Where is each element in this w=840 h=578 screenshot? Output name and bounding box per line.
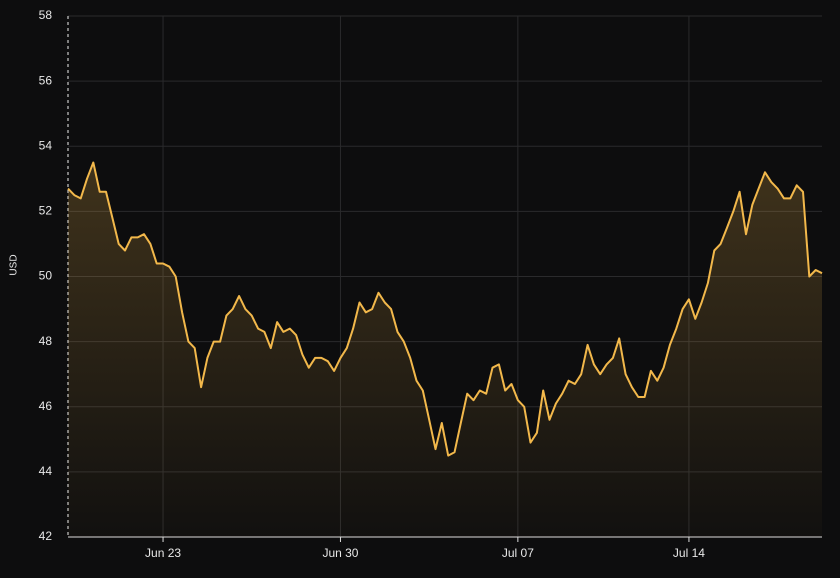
y-tick-label: 56 [39,73,53,87]
x-tick-label: Jun 23 [145,546,181,560]
y-tick-label: 48 [39,334,53,348]
area [68,162,822,537]
y-tick-label: 42 [39,529,53,543]
y-tick-label: 52 [39,204,53,218]
y-tick-label: 46 [39,399,53,413]
y-axis-label: USD [9,254,20,275]
x-tick-label: Jun 30 [322,546,358,560]
line [67,161,823,457]
x-tick-label: Jul 07 [502,546,534,560]
x-tick-label: Jul 14 [673,546,705,560]
y-tick-label: 58 [39,8,53,22]
y-tick-label: 50 [39,269,53,283]
y-tick-label: 54 [39,138,53,152]
y-tick-label: 44 [39,464,53,478]
